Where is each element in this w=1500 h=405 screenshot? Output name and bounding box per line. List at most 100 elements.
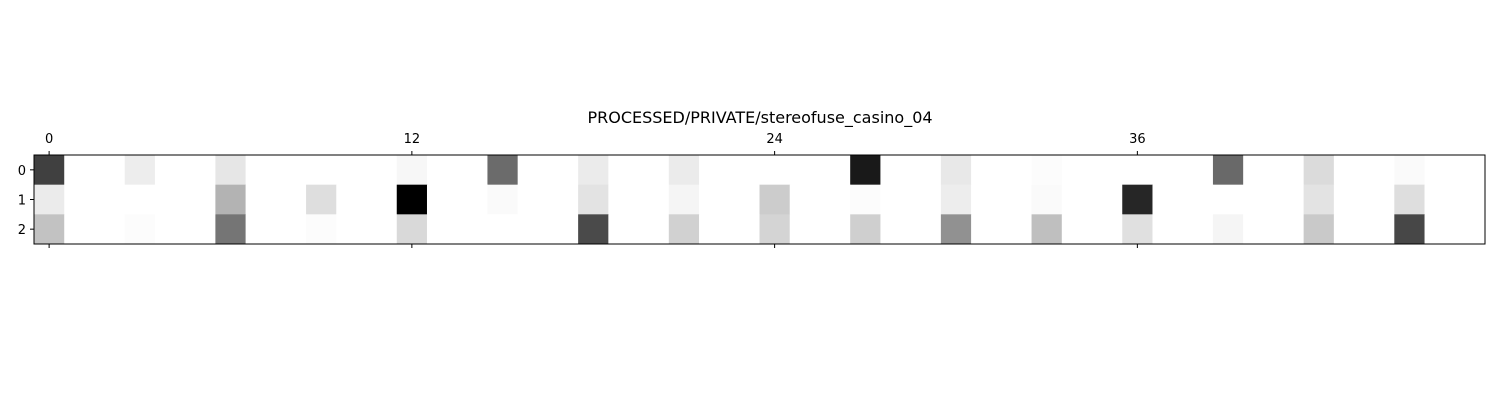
heatmap-cell — [880, 184, 912, 215]
heatmap-cell — [1212, 184, 1244, 215]
heatmap-cell — [729, 155, 760, 186]
heatmap-cell — [1243, 155, 1274, 186]
heatmap-cell — [638, 155, 670, 186]
heatmap-cell — [366, 155, 398, 186]
heatmap-cell — [1333, 155, 1365, 186]
heatmap-cell — [1031, 184, 1063, 215]
heatmap-cell — [426, 155, 458, 186]
heatmap-cell — [1152, 184, 1184, 215]
heatmap-cell — [1454, 214, 1486, 245]
heatmap-cell — [547, 155, 579, 186]
heatmap-cell — [759, 214, 791, 245]
heatmap-cell — [1122, 155, 1153, 186]
heatmap-cell — [396, 155, 428, 186]
heatmap-cell — [306, 214, 337, 245]
heatmap-cell — [547, 184, 579, 215]
heatmap-cell — [366, 214, 398, 245]
heatmap-cell — [819, 214, 851, 245]
heatmap-cell — [336, 155, 367, 186]
heatmap-cell — [487, 184, 519, 215]
heatmap-cell — [154, 155, 186, 186]
heatmap-cell — [517, 155, 549, 186]
heatmap-cells — [34, 155, 1486, 245]
heatmap-cell — [215, 184, 247, 215]
heatmap-cell — [124, 155, 156, 186]
heatmap-cell — [1122, 184, 1153, 215]
heatmap-cell — [1001, 184, 1032, 215]
y-tick-label: 2 — [18, 223, 26, 238]
heatmap-cell — [578, 214, 609, 245]
heatmap-cell — [668, 214, 700, 245]
heatmap-cell — [215, 214, 247, 245]
heatmap-cell — [850, 155, 881, 186]
heatmap-cell — [1182, 184, 1214, 215]
heatmap-cell — [1364, 214, 1395, 245]
heatmap-cell — [1061, 155, 1093, 186]
heatmap-cell — [64, 155, 95, 186]
heatmap-cell — [638, 184, 670, 215]
heatmap-cell — [1031, 155, 1063, 186]
heatmap-cell — [396, 184, 428, 215]
heatmap-cell — [1182, 155, 1214, 186]
heatmap-cell — [850, 214, 881, 245]
heatmap-cell — [1273, 214, 1305, 245]
heatmap-cell — [1333, 214, 1365, 245]
heatmap-cell — [668, 155, 700, 186]
heatmap-cell — [608, 184, 639, 215]
heatmap-cell — [940, 155, 972, 186]
heatmap-cell — [34, 184, 65, 215]
heatmap-cell — [1424, 155, 1456, 186]
heatmap-cell — [426, 214, 458, 245]
heatmap-cell — [1092, 155, 1123, 186]
heatmap-cell — [517, 214, 549, 245]
heatmap-cell — [1122, 214, 1153, 245]
heatmap-cell — [608, 214, 639, 245]
heatmap-cell — [759, 184, 791, 215]
heatmap-cell — [94, 155, 126, 186]
heatmap-cell — [275, 184, 307, 215]
heatmap-cell — [789, 214, 821, 245]
heatmap-cell — [124, 184, 156, 215]
heatmap-cell — [789, 184, 821, 215]
heatmap-cell — [94, 214, 126, 245]
heatmap-cell — [1394, 155, 1425, 186]
heatmap-cell — [638, 214, 670, 245]
heatmap-cell — [64, 214, 95, 245]
heatmap-cell — [699, 184, 730, 215]
y-tick-label: 0 — [18, 164, 26, 179]
heatmap-cell — [1424, 214, 1456, 245]
heatmap-cell — [880, 155, 912, 186]
heatmap-cell — [1243, 184, 1274, 215]
heatmap-cell — [275, 155, 307, 186]
x-tick-label: 36 — [1129, 132, 1146, 147]
heatmap-cell — [275, 214, 307, 245]
heatmap-cell — [1333, 184, 1365, 215]
heatmap-cell — [819, 184, 851, 215]
heatmap-cell — [94, 184, 126, 215]
heatmap-cell — [971, 155, 1002, 186]
heatmap-cell — [759, 155, 791, 186]
x-tick-label: 12 — [404, 132, 421, 147]
heatmap-cell — [457, 184, 488, 215]
heatmap-cell — [1454, 184, 1486, 215]
heatmap-cell — [457, 155, 488, 186]
heatmap-cell — [34, 155, 65, 186]
heatmap-cell — [34, 214, 65, 245]
heatmap-cell — [1182, 214, 1214, 245]
heatmap-cell — [1454, 155, 1486, 186]
heatmap-cell — [154, 184, 186, 215]
heatmap-cell — [1303, 184, 1335, 215]
heatmap-cell — [215, 155, 247, 186]
heatmap-cell — [608, 155, 639, 186]
heatmap-cell — [154, 214, 186, 245]
chart-title: PROCESSED/PRIVATE/stereofuse_casino_04 — [587, 108, 932, 128]
heatmap-cell — [729, 214, 760, 245]
heatmap-cell — [64, 184, 95, 215]
heatmap-cell — [185, 155, 216, 186]
heatmap-cell — [245, 184, 277, 215]
heatmap-cell — [940, 184, 972, 215]
x-tick-label: 0 — [45, 132, 53, 147]
heatmap-cell — [1424, 184, 1456, 215]
heatmap-cell — [910, 184, 942, 215]
